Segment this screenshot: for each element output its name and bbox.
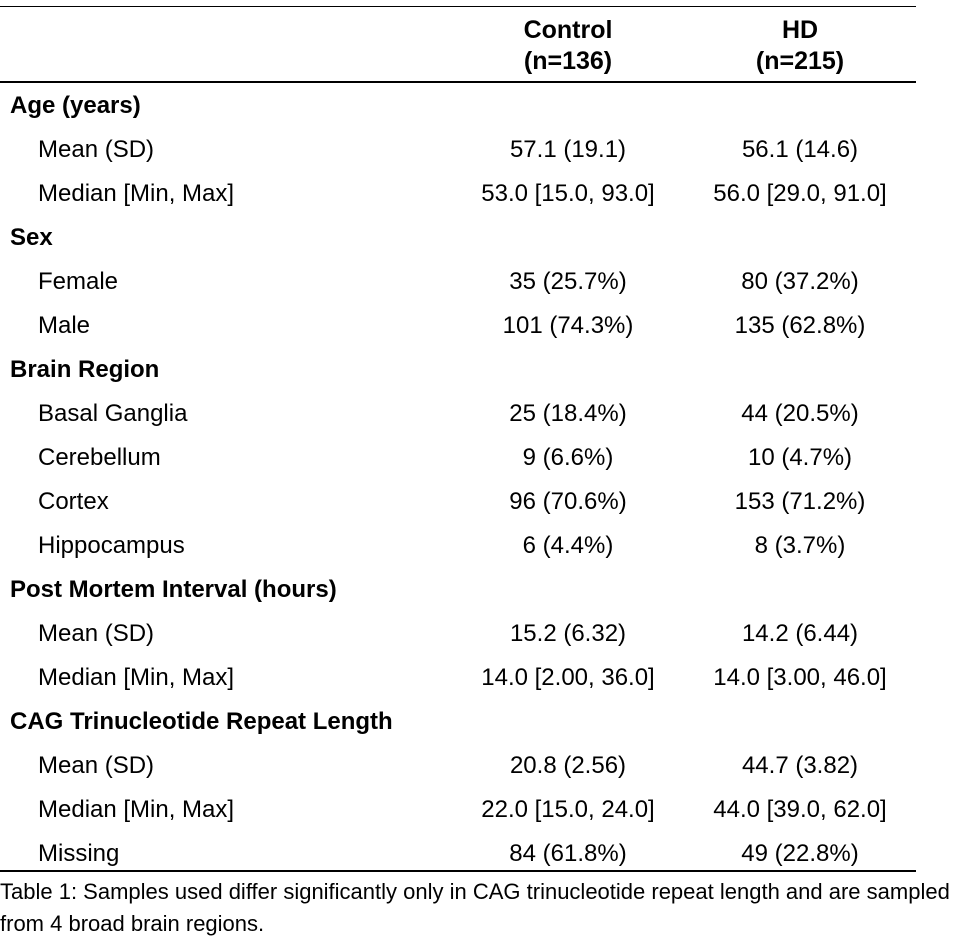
row-label: Cortex [38, 488, 109, 515]
control-value: 53.0 [15.0, 93.0] [481, 180, 655, 207]
row-label: Median [Min, Max] [38, 796, 235, 823]
table-row: Median [Min, Max] 14.0 [2.00, 36.0] 14.0 [… [0, 656, 916, 700]
table-caption: Table 1: Samples used differ significant… [0, 879, 950, 936]
top-rule [0, 6, 916, 7]
control-value: 25 (18.4%) [509, 400, 627, 427]
table-row: Median [Min, Max] 53.0 [15.0, 93.0] 56.0 [… [0, 172, 916, 216]
hd-value: 14.0 [3.00, 46.0] [713, 664, 887, 691]
control-value: 22.0 [15.0, 24.0] [481, 796, 655, 823]
header-hd: HD (n=215) [700, 15, 900, 77]
table-row: Cortex 96 (70.6%) 153 (71.2%) [0, 480, 916, 524]
table-row: Missing 84 (61.8%) 49 (22.8%) [0, 832, 916, 876]
hd-value: 14.2 (6.44) [741, 620, 859, 647]
hd-value: 56.1 (14.6) [741, 136, 859, 163]
control-value: 9 (6.6%) [522, 444, 614, 471]
control-value: 6 (4.4%) [522, 532, 614, 559]
table-body: Age (years) Mean (SD) 57.1 (19.1) 56.1 (14.… [0, 84, 916, 876]
table-row: Mean (SD) 57.1 (19.1) 56.1 (14.6) [0, 128, 916, 172]
bottom-rule [0, 870, 916, 872]
hd-value: 80 (37.2%) [741, 268, 859, 295]
control-value: 57.1 (19.1) [509, 136, 627, 163]
group-label: Post Mortem Interval (hours) [10, 576, 337, 603]
table-row: Hippocampus 6 (4.4%) 8 (3.7%) [0, 524, 916, 568]
control-value: 101 (74.3%) [502, 312, 634, 339]
group-label: Sex [10, 224, 53, 251]
row-label: Cerebellum [38, 444, 161, 471]
group-label: Brain Region [10, 356, 160, 383]
header-rule [0, 81, 916, 83]
control-value: 84 (61.8%) [509, 840, 627, 867]
group-row: CAG Trinucleotide Repeat Length [0, 700, 916, 744]
hd-value: 44.0 [39.0, 62.0] [713, 796, 887, 823]
row-label: Basal Ganglia [38, 400, 188, 427]
table-row: Mean (SD) 15.2 (6.32) 14.2 (6.44) [0, 612, 916, 656]
table-row: Cerebellum 9 (6.6%) 10 (4.7%) [0, 436, 916, 480]
table-row: Male 101 (74.3%) 135 (62.8%) [0, 304, 916, 348]
header-control-n: (n=136) [523, 47, 613, 75]
header-control-name: Control [523, 16, 613, 44]
hd-value: 44.7 (3.82) [741, 752, 859, 779]
control-value: 96 (70.6%) [509, 488, 627, 515]
hd-value: 44 (20.5%) [741, 400, 859, 427]
table-header: Control (n=136) HD (n=215) [0, 6, 916, 81]
header-control: Control (n=136) [468, 15, 668, 77]
header-hd-n: (n=215) [755, 47, 845, 75]
group-label: Age (years) [10, 92, 141, 119]
hd-value: 56.0 [29.0, 91.0] [713, 180, 887, 207]
table-row: Mean (SD) 20.8 (2.56) 44.7 (3.82) [0, 744, 916, 788]
group-label: CAG Trinucleotide Repeat Length [10, 708, 393, 735]
table-row: Median [Min, Max] 22.0 [15.0, 24.0] 44.0 [… [0, 788, 916, 832]
hd-value: 10 (4.7%) [747, 444, 853, 471]
row-label: Hippocampus [38, 532, 185, 559]
control-value: 14.0 [2.00, 36.0] [481, 664, 655, 691]
row-label: Male [38, 312, 91, 339]
control-value: 20.8 (2.56) [509, 752, 627, 779]
row-label: Mean (SD) [38, 620, 155, 647]
group-row: Age (years) [0, 84, 916, 128]
header-hd-name: HD [781, 16, 819, 44]
row-label: Median [Min, Max] [38, 664, 235, 691]
group-row: Sex [0, 216, 916, 260]
control-value: 35 (25.7%) [509, 268, 627, 295]
row-label: Female [38, 268, 119, 295]
control-value: 15.2 (6.32) [509, 620, 627, 647]
hd-value: 153 (71.2%) [734, 488, 866, 515]
group-row: Post Mortem Interval (hours) [0, 568, 916, 612]
row-label: Median [Min, Max] [38, 180, 235, 207]
hd-value: 135 (62.8%) [734, 312, 866, 339]
row-label: Mean (SD) [38, 752, 155, 779]
group-row: Brain Region [0, 348, 916, 392]
row-label: Mean (SD) [38, 136, 155, 163]
hd-value: 49 (22.8%) [741, 840, 859, 867]
row-label: Missing [38, 840, 120, 867]
table-row: Female 35 (25.7%) 80 (37.2%) [0, 260, 916, 304]
table-row: Basal Ganglia 25 (18.4%) 44 (20.5%) [0, 392, 916, 436]
hd-value: 8 (3.7%) [754, 532, 846, 559]
